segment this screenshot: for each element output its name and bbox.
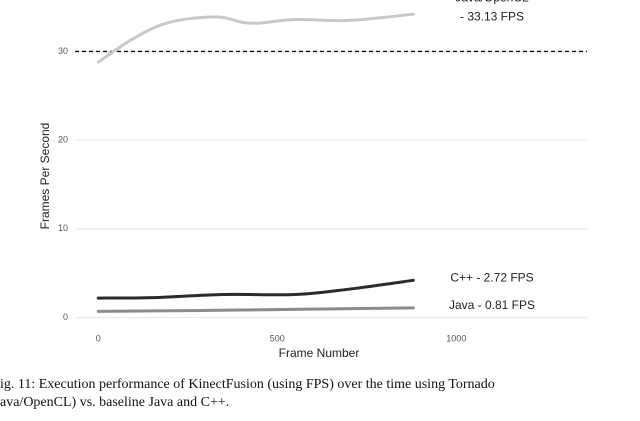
y-tick-label: 10	[58, 223, 68, 233]
x-tick-label: 1000	[446, 333, 466, 343]
caption: ig. 11: Execution performance of KinectF…	[0, 377, 495, 392]
series-label: Java/OpenCL	[455, 0, 529, 4]
y-tick-label: 0	[63, 312, 68, 322]
series-label: C++ - 2.72 FPS	[450, 270, 533, 284]
series-line	[96, 278, 415, 300]
series-line	[96, 12, 415, 64]
y-tick-label: 30	[58, 46, 68, 56]
series-line	[96, 306, 415, 313]
x-tick-label: 500	[270, 333, 285, 343]
x-tick-label: 0	[96, 333, 101, 343]
y-axis-label: Frames Per Second	[38, 123, 52, 230]
x-axis-label: Frame Number	[279, 346, 360, 360]
series-label: - 33.13 FPS	[460, 9, 524, 23]
y-tick-label: 20	[58, 135, 68, 145]
series-label: Java - 0.81 FPS	[449, 298, 535, 312]
caption: ava/OpenCL) vs. baseline Java and C++.	[0, 395, 229, 410]
